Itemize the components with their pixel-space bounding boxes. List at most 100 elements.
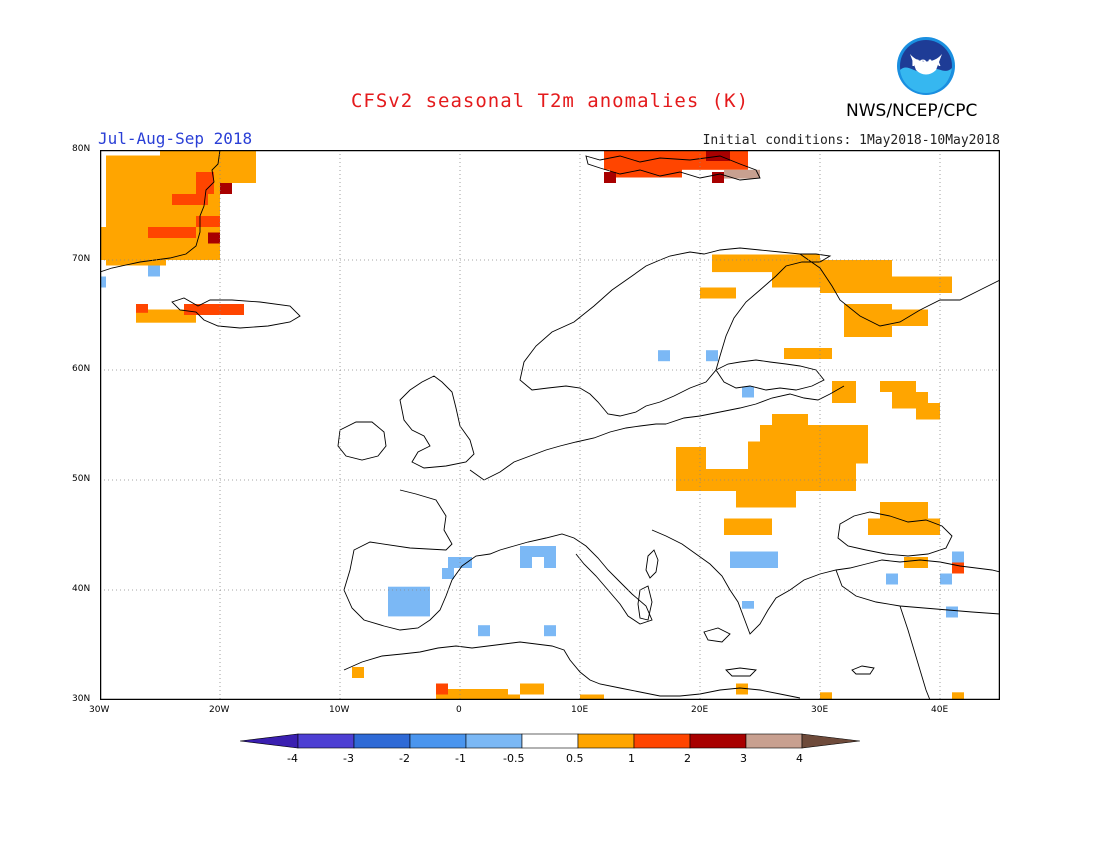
anomaly-cell-cool-1 [742, 601, 754, 609]
colorbar-swatch [577, 733, 635, 749]
anomaly-cell-warm-2 [136, 304, 148, 313]
anomaly-cell-warm-1 [880, 502, 928, 519]
anomaly-cell-warm-3 [208, 232, 220, 244]
map-frame [99, 149, 1001, 701]
colorbar-label: -2 [399, 752, 410, 765]
anomaly-cell-warm-1 [832, 381, 856, 403]
lon-label: 10W [329, 705, 350, 715]
anomaly-cell-cool-1 [742, 386, 754, 398]
colorbar-label: -4 [287, 752, 298, 765]
anomaly-cell-warm-2 [196, 216, 220, 227]
lat-label: 40N [72, 584, 91, 594]
anomaly-cells [100, 150, 964, 706]
colorbar [239, 733, 861, 773]
colorbar-label: 0.5 [566, 752, 584, 765]
lon-label: 20E [691, 705, 709, 715]
anomaly-cell-warm-1 [868, 518, 940, 535]
initial-conditions: Initial conditions: 1May2018-10May2018 [702, 133, 1000, 148]
colorbar-swatch [409, 733, 467, 749]
anomaly-cell-cool-1 [520, 557, 532, 568]
lon-label: 0 [456, 705, 462, 715]
anomaly-cell-cool-1 [940, 573, 952, 585]
anomaly-cell-warm-1 [784, 348, 832, 359]
anomaly-cell-warm-2 [184, 304, 244, 315]
anomaly-cell-cool-1 [388, 586, 430, 617]
anomaly-cell-warm-1 [952, 692, 964, 704]
anomaly-cell-warm-1 [748, 463, 856, 491]
colorbar-label: 3 [740, 752, 747, 765]
colorbar-label: 4 [796, 752, 803, 765]
colorbar-swatch [521, 733, 579, 749]
colorbar-swatches [239, 733, 861, 749]
anomaly-cell-warm-3 [604, 172, 616, 183]
colorbar-label: 2 [684, 752, 691, 765]
colorbar-label: -0.5 [503, 752, 525, 765]
anomaly-cell-warm-1 [916, 403, 940, 420]
anomaly-cell-warm-1 [724, 518, 772, 535]
anomaly-cell-warm-2 [172, 194, 208, 205]
anomaly-cell-cool-1 [100, 276, 106, 288]
colorbar-swatch [801, 733, 861, 749]
lon-label: 20W [209, 705, 230, 715]
anomaly-cell-warm-1 [736, 683, 748, 695]
anomaly-cell-cool-1 [706, 350, 718, 362]
colorbar-label: 1 [628, 752, 635, 765]
anomaly-cell-warm-2 [952, 562, 964, 574]
lat-label: 50N [72, 474, 91, 484]
anomaly-cell-cool-1 [886, 573, 898, 585]
colorbar-swatch [465, 733, 523, 749]
anomaly-cell-warm-1 [820, 276, 952, 293]
anomaly-cell-cool-1 [658, 350, 670, 362]
anomaly-cell-warm-1 [736, 491, 796, 508]
noaa-logo-icon: NOAA [896, 36, 956, 96]
anomaly-map [99, 149, 1001, 706]
anomaly-cell-warm-2 [148, 227, 196, 238]
lon-label: 10E [571, 705, 589, 715]
anomaly-cell-cool-1 [544, 557, 556, 568]
anomaly-cell-cool-1 [148, 265, 160, 277]
agency-label: NWS/NCEP/CPC [846, 101, 978, 121]
colorbar-swatch [745, 733, 803, 749]
lat-label: 60N [72, 364, 91, 374]
anomaly-cell-warm-2 [436, 683, 448, 695]
colorbar-label: -3 [343, 752, 354, 765]
anomaly-cell-warm-1 [676, 469, 760, 491]
anomaly-cell-warm-1 [520, 683, 544, 695]
lat-label: 70N [72, 254, 91, 264]
anomaly-cell-cool-1 [520, 546, 556, 557]
lat-label: 30N [72, 694, 91, 704]
logo-lettering: NOAA [911, 59, 941, 69]
lon-label: 30W [89, 705, 110, 715]
lon-label: 40E [931, 705, 949, 715]
map-title: CFSv2 seasonal T2m anomalies (K) [350, 90, 750, 112]
colorbar-swatch [633, 733, 691, 749]
anomaly-cell-warm-1 [880, 381, 916, 392]
anomaly-cell-warm-1 [748, 441, 868, 464]
anomaly-cell-warm-4 [724, 169, 760, 179]
anomaly-cell-warm-1 [904, 557, 928, 568]
anomaly-cell-warm-1 [700, 287, 736, 299]
colorbar-label: -1 [455, 752, 466, 765]
anomaly-cell-cool-1 [952, 551, 964, 563]
anomaly-cell-cool-1 [478, 625, 490, 637]
lat-label: 80N [72, 144, 91, 154]
anomaly-cell-warm-1 [352, 667, 364, 678]
anomaly-cell-warm-1 [100, 227, 148, 260]
anomaly-cell-warm-1 [136, 309, 196, 323]
anomaly-cell-warm-2 [196, 172, 214, 194]
anomaly-cell-cool-1 [946, 606, 958, 618]
anomaly-cell-warm-1 [820, 692, 832, 704]
colorbar-swatch [239, 733, 299, 749]
anomaly-cell-cool-1 [730, 551, 778, 568]
anomaly-cell-warm-1 [220, 150, 256, 183]
colorbar-swatch [297, 733, 355, 749]
anomaly-cell-cool-1 [442, 568, 454, 579]
anomaly-cell-warm-3 [220, 183, 232, 194]
colorbar-swatch [689, 733, 747, 749]
forecast-period: Jul-Aug-Sep 2018 [98, 129, 253, 148]
anomaly-cell-warm-1 [880, 309, 928, 326]
anomaly-cell-warm-3 [706, 150, 730, 161]
colorbar-swatch [353, 733, 411, 749]
anomaly-cell-warm-3 [712, 172, 724, 183]
anomaly-cell-cool-1 [544, 625, 556, 637]
